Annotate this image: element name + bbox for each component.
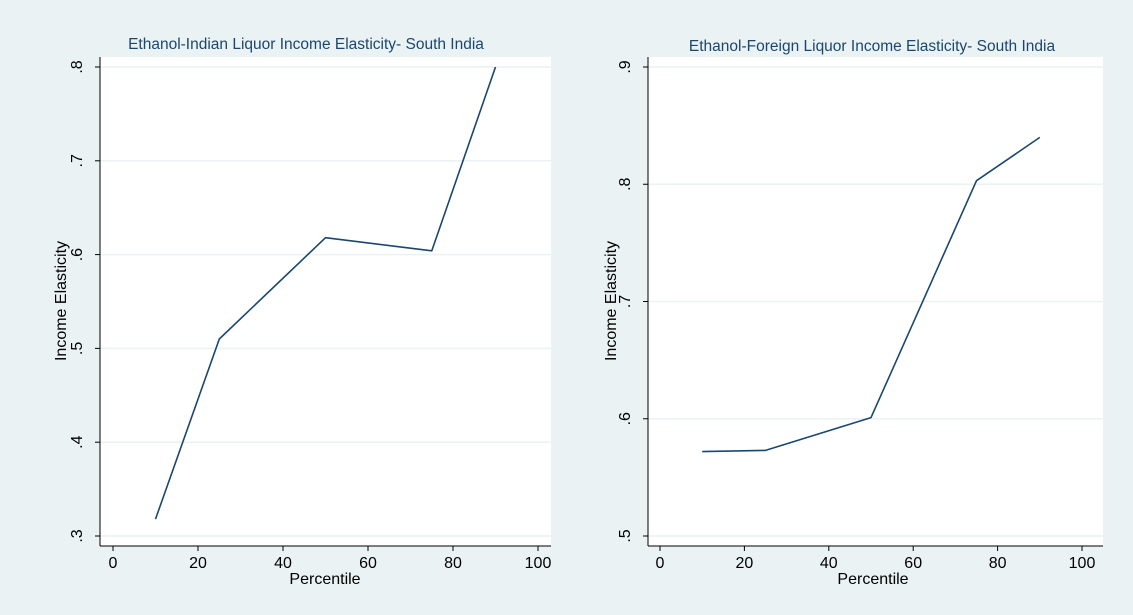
- x-tick-label: 60: [359, 555, 377, 572]
- y-tick-labels: .5 .6 .7 .8 .9: [617, 60, 634, 542]
- x-tick-label: 80: [989, 555, 1007, 572]
- chart-title: Ethanol-Indian Liquor Income Elasticity-…: [128, 36, 484, 53]
- x-axis-title: Percentile: [837, 571, 908, 588]
- y-tick-label: .5: [69, 342, 86, 355]
- y-axis-title: Income Elasticity: [603, 241, 620, 361]
- y-tick-labels: .3 .4 .5 .6 .7 .8: [69, 60, 86, 542]
- x-tick-label: 40: [820, 555, 838, 572]
- y-tick-label: .6: [69, 248, 86, 261]
- series-line: [702, 136, 1041, 453]
- x-tick-label: 20: [736, 555, 754, 572]
- chart-panel-foreign-liquor: Ethanol-Foreign Liquor Income Elasticity…: [603, 38, 1103, 588]
- x-tick-label: 100: [525, 555, 552, 572]
- series-line: [154, 66, 497, 520]
- x-tick-label: 40: [274, 555, 292, 572]
- y-axis-title: Income Elasticity: [53, 241, 70, 361]
- x-tick-label: 0: [109, 555, 118, 572]
- chart-panel-indian-liquor: Ethanol-Indian Liquor Income Elasticity-…: [53, 36, 551, 588]
- data-line: [154, 66, 497, 520]
- x-tick-label: 20: [189, 555, 207, 572]
- x-tick-label: 0: [656, 555, 665, 572]
- y-tick-label: .8: [69, 60, 86, 73]
- x-tick-label: 60: [904, 555, 922, 572]
- gridlines: [648, 66, 1103, 537]
- chart-title: Ethanol-Foreign Liquor Income Elasticity…: [689, 38, 1056, 55]
- axes: [643, 57, 1103, 551]
- y-tick-label: .3: [69, 529, 86, 542]
- gridlines: [100, 66, 551, 537]
- x-axis-title: Percentile: [289, 571, 360, 588]
- y-tick-label: .8: [617, 177, 634, 190]
- x-tick-labels: 0 20 40 60 80 100: [656, 555, 1096, 572]
- x-tick-label: 80: [444, 555, 462, 572]
- y-tick-label: .4: [69, 435, 86, 448]
- y-tick-label: .9: [617, 60, 634, 73]
- plot-area: [100, 57, 551, 546]
- y-tick-label: .6: [617, 412, 634, 425]
- x-tick-label: 100: [1069, 555, 1096, 572]
- y-tick-label: .7: [617, 295, 634, 308]
- y-tick-label: .5: [617, 529, 634, 542]
- y-tick-label: .7: [69, 154, 86, 167]
- x-tick-labels: 0 20 40 60 80 100: [109, 555, 552, 572]
- axes: [95, 57, 551, 551]
- data-line: [702, 136, 1041, 453]
